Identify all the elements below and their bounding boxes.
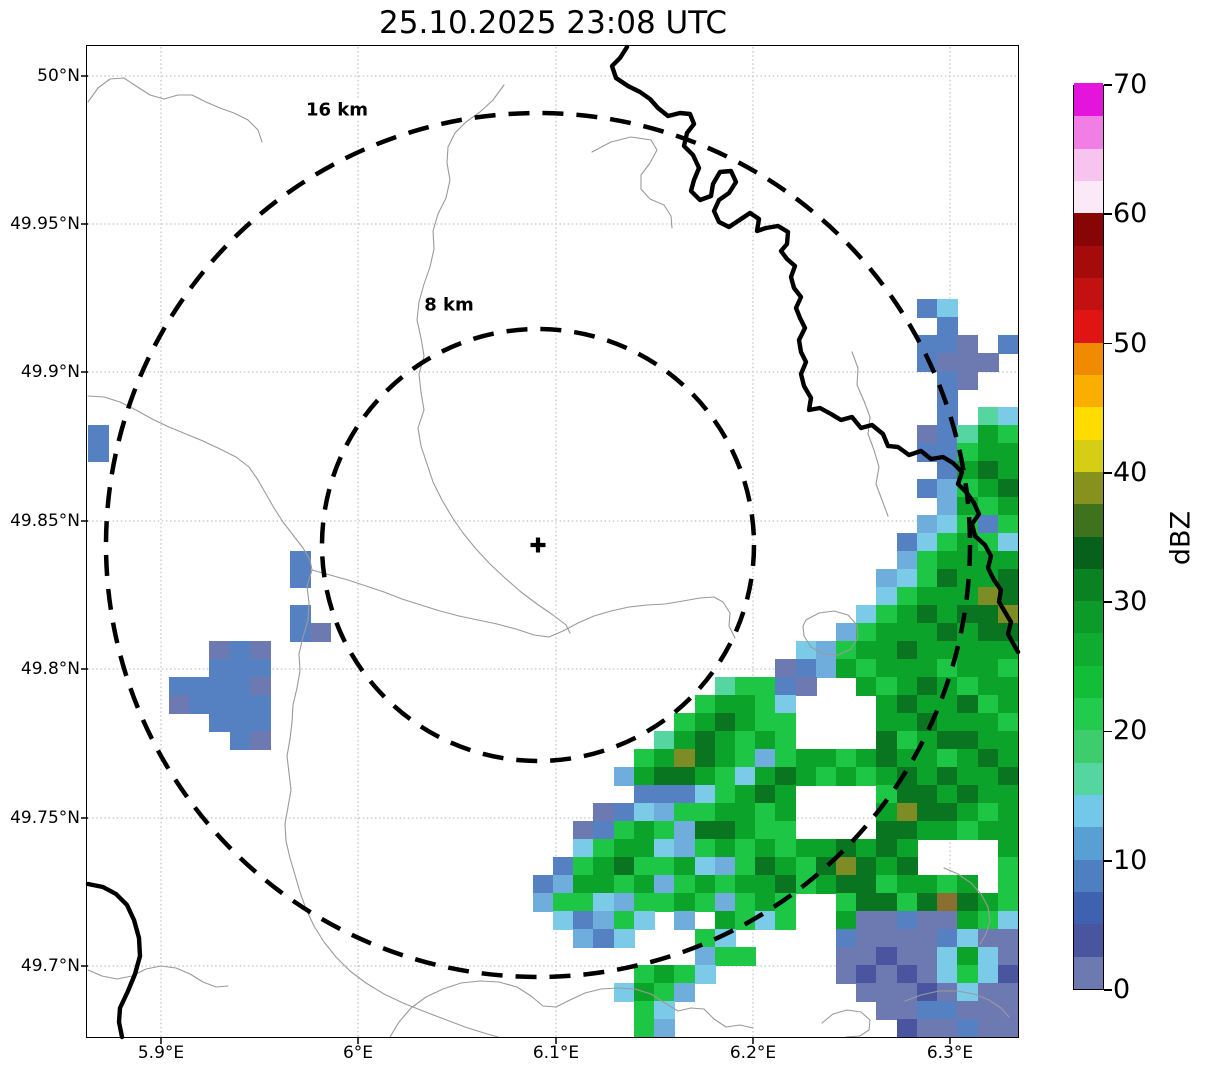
radar-cell: [957, 1019, 979, 1037]
colorbar-tick-label: 40: [1113, 456, 1148, 488]
colorbar-tick-label: 60: [1113, 198, 1148, 230]
colorbar-segment: [1074, 956, 1103, 989]
x-tick-label: 5.9°E: [137, 1043, 185, 1063]
colorbar-segment: [1074, 148, 1103, 181]
colorbar-segment: [1074, 697, 1103, 731]
colorbar-segment: [1074, 568, 1103, 602]
colorbar-segment: [1074, 212, 1103, 246]
colorbar-segment: [1074, 309, 1103, 343]
radar-cell: [997, 1019, 1018, 1037]
x-tick-label: 6°E: [342, 1043, 374, 1063]
colorbar-tick-label: 10: [1113, 844, 1148, 876]
colorbar-segment: [1074, 762, 1103, 796]
colorbar-segment: [1074, 826, 1103, 860]
colorbar: [1073, 83, 1104, 990]
colorbar-segment: [1074, 406, 1103, 440]
colorbar-tick-mark: [1104, 601, 1112, 604]
page-title: 25.10.2025 23:08 UTC: [379, 5, 727, 41]
y-tick-label: 49.75°N: [10, 808, 80, 828]
y-tick-label: 49.9°N: [20, 362, 80, 382]
colorbar-segment: [1074, 374, 1103, 408]
radar-cell: [977, 1019, 999, 1037]
colorbar-tick-mark: [1104, 213, 1112, 216]
colorbar-tick-mark: [1104, 989, 1112, 991]
colorbar-segment: [1074, 438, 1103, 472]
range-ring-8km-label: 8 km: [422, 294, 476, 316]
colorbar-tick-label: 30: [1113, 586, 1148, 618]
x-tick-label: 6.3°E: [926, 1043, 974, 1063]
radar-cell: [977, 965, 999, 984]
y-tick-label: 50°N: [37, 66, 80, 86]
x-tick-label: 6.2°E: [729, 1043, 777, 1063]
colorbar-segment: [1074, 471, 1103, 505]
colorbar-segment: [1074, 277, 1103, 311]
colorbar-segment: [1074, 115, 1103, 149]
colorbar-segment: [1074, 859, 1103, 893]
y-tick-label: 49.95°N: [10, 214, 80, 234]
y-tick-label: 49.7°N: [20, 956, 80, 976]
x-tick-label: 6.1°E: [532, 1043, 580, 1063]
radar-cell: [997, 965, 1018, 984]
colorbar-segment: [1074, 180, 1103, 214]
colorbar-segment: [1074, 245, 1103, 278]
colorbar-segment: [1074, 794, 1103, 828]
colorbar-tick-label: 70: [1113, 69, 1148, 100]
colorbar-segment: [1074, 665, 1103, 699]
colorbar-tick-mark: [1104, 342, 1112, 345]
colorbar-segment: [1074, 600, 1103, 634]
colorbar-tick-label: 20: [1113, 715, 1148, 747]
colorbar-segment: [1074, 342, 1103, 375]
range-ring-16km-label: 16 km: [303, 99, 371, 121]
map-plot-frame: [86, 45, 1019, 1038]
colorbar-segment: [1074, 729, 1103, 763]
y-tick-label: 49.8°N: [20, 659, 80, 679]
colorbar-segment: [1074, 632, 1103, 666]
colorbar-segment: [1074, 535, 1103, 569]
colorbar-segment: [1074, 83, 1103, 117]
colorbar-segment: [1074, 923, 1103, 957]
y-tick-label: 49.85°N: [10, 511, 80, 531]
colorbar-tick-mark: [1104, 859, 1112, 862]
colorbar-tick-mark: [1104, 84, 1112, 86]
colorbar-tick-label: 0: [1113, 974, 1131, 1005]
colorbar-segment: [1074, 503, 1103, 537]
colorbar-segment: [1074, 891, 1103, 925]
colorbar-tick-mark: [1104, 730, 1112, 733]
colorbar-tick-label: 50: [1113, 327, 1148, 359]
colorbar-tick-mark: [1104, 472, 1112, 474]
colorbar-axis-label: dBZ: [1165, 510, 1197, 566]
